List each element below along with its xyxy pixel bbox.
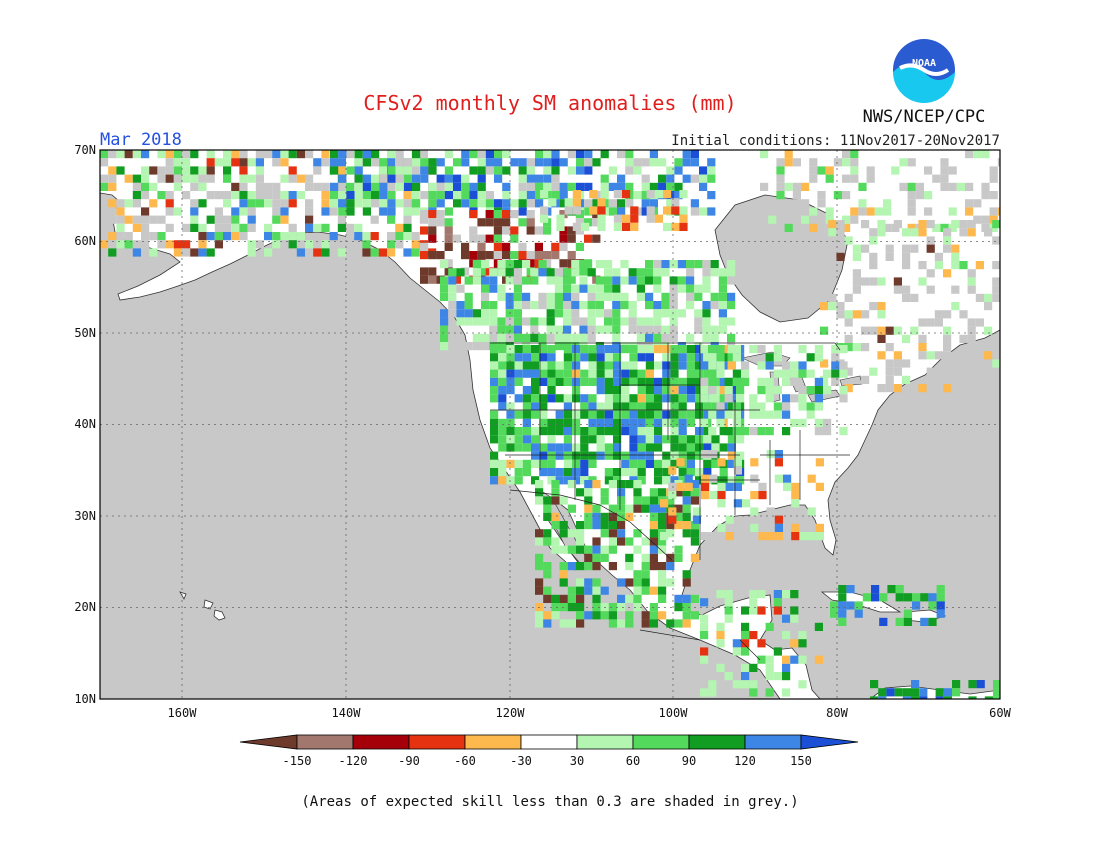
- latitude-labels: 70N 60N 50N 40N 30N 20N 10N: [74, 143, 96, 706]
- legend-swatch: [352, 734, 410, 750]
- legend-tick-label: -150: [283, 754, 312, 768]
- legend-arrow-high: [800, 734, 859, 750]
- lon-label: 120W: [496, 706, 526, 720]
- longitude-labels: 160W 140W 120W 100W 80W 60W: [168, 706, 1012, 720]
- graticule: [100, 150, 1000, 699]
- legend-tick-label: 30: [570, 754, 584, 768]
- legend-swatch: [464, 734, 522, 750]
- lon-label: 80W: [826, 706, 848, 720]
- lat-label: 40N: [74, 417, 96, 431]
- map-title: CFSv2 monthly SM anomalies (mm): [363, 91, 736, 115]
- lat-label: 20N: [74, 600, 96, 614]
- map-border: [99, 149, 1001, 700]
- legend-tick-label: 120: [734, 754, 756, 768]
- legend-tick-label: -30: [510, 754, 532, 768]
- lon-label: 100W: [659, 706, 689, 720]
- noaa-logo-text: NOAA: [912, 58, 936, 69]
- agency-label: NWS/NCEP/CPC: [863, 107, 986, 127]
- legend-tick-label: -90: [398, 754, 420, 768]
- lon-label: 60W: [989, 706, 1011, 720]
- anomaly-cells: [100, 150, 1000, 699]
- legend-tick-label: -120: [339, 754, 368, 768]
- color-legend: -150 -120 -90 -60 -30 30 60 90 120 150: [239, 734, 859, 768]
- skill-footnote: (Areas of expected skill less than 0.3 a…: [301, 794, 798, 810]
- legend-swatch: [296, 734, 354, 750]
- legend-swatch: [688, 734, 746, 750]
- legend-arrow-low: [239, 734, 298, 750]
- initial-conditions: Initial conditions: 11Nov2017-20Nov2017: [671, 133, 1000, 149]
- lon-label: 140W: [332, 706, 362, 720]
- legend-tick-label: -60: [454, 754, 476, 768]
- legend-swatch: [408, 734, 466, 750]
- lat-label: 10N: [74, 692, 96, 706]
- legend-tick-label: 60: [626, 754, 640, 768]
- noaa-logo: NOAA: [893, 39, 955, 103]
- lat-label: 60N: [74, 234, 96, 248]
- map-panel: [99, 149, 1001, 700]
- legend-tick-label: 90: [682, 754, 696, 768]
- legend-swatch: [632, 734, 690, 750]
- lat-label: 30N: [74, 509, 96, 523]
- legend-swatch: [520, 734, 578, 750]
- lon-label: 160W: [168, 706, 198, 720]
- lat-label: 50N: [74, 326, 96, 340]
- political-borders: [490, 342, 850, 661]
- legend-swatch: [576, 734, 634, 750]
- lat-label: 70N: [74, 143, 96, 157]
- legend-tick-label: 150: [790, 754, 812, 768]
- legend-swatch: [744, 734, 802, 750]
- valid-month: Mar 2018: [100, 130, 182, 150]
